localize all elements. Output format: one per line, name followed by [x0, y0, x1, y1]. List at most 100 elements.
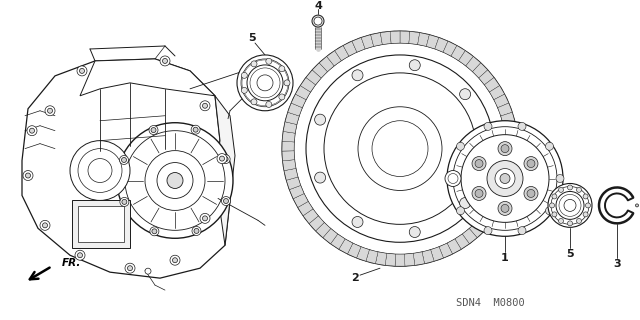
Circle shape [556, 174, 564, 182]
Circle shape [456, 207, 465, 215]
Polygon shape [319, 56, 334, 72]
Circle shape [167, 172, 183, 188]
Circle shape [120, 156, 129, 164]
Polygon shape [494, 94, 509, 108]
Circle shape [551, 187, 589, 224]
Polygon shape [215, 96, 235, 245]
Circle shape [79, 68, 84, 73]
Circle shape [524, 187, 538, 200]
Polygon shape [316, 222, 331, 238]
Circle shape [472, 156, 486, 171]
Polygon shape [462, 228, 477, 244]
Polygon shape [291, 94, 306, 108]
Circle shape [472, 187, 486, 200]
Polygon shape [459, 51, 474, 66]
Circle shape [173, 258, 177, 263]
Circle shape [26, 173, 31, 178]
Circle shape [282, 31, 518, 266]
Polygon shape [285, 112, 299, 124]
Circle shape [223, 156, 228, 162]
Circle shape [550, 203, 554, 208]
Circle shape [223, 198, 228, 204]
Circle shape [221, 196, 230, 205]
Circle shape [556, 191, 584, 220]
Polygon shape [380, 31, 391, 44]
Circle shape [559, 188, 563, 192]
Circle shape [70, 141, 130, 200]
Circle shape [545, 142, 554, 150]
Circle shape [446, 174, 454, 182]
Circle shape [127, 266, 132, 271]
Circle shape [577, 188, 582, 192]
Circle shape [314, 17, 322, 25]
Polygon shape [426, 35, 439, 49]
Polygon shape [409, 31, 420, 44]
Polygon shape [506, 151, 518, 161]
Polygon shape [487, 201, 502, 216]
Circle shape [237, 55, 293, 111]
Circle shape [448, 173, 458, 183]
Circle shape [193, 127, 198, 132]
Circle shape [306, 55, 494, 242]
Circle shape [191, 125, 200, 134]
Polygon shape [451, 45, 465, 61]
Text: 5: 5 [566, 249, 574, 259]
Circle shape [409, 227, 420, 237]
Text: 2: 2 [351, 273, 359, 283]
Circle shape [194, 228, 199, 233]
Polygon shape [361, 35, 374, 49]
Polygon shape [476, 216, 491, 231]
Polygon shape [400, 31, 410, 44]
Circle shape [372, 121, 428, 177]
Polygon shape [404, 253, 415, 266]
Text: FR.: FR. [62, 258, 81, 268]
Polygon shape [469, 222, 484, 238]
Polygon shape [479, 70, 494, 85]
Circle shape [475, 189, 483, 197]
Polygon shape [435, 37, 448, 52]
Polygon shape [282, 132, 295, 142]
Polygon shape [503, 122, 516, 133]
Circle shape [577, 219, 582, 223]
Polygon shape [376, 252, 387, 265]
Polygon shape [504, 160, 517, 171]
Circle shape [157, 163, 193, 198]
Polygon shape [282, 151, 294, 161]
Circle shape [461, 135, 549, 222]
Circle shape [409, 60, 420, 71]
Circle shape [456, 142, 465, 150]
Circle shape [501, 145, 509, 153]
Polygon shape [499, 177, 514, 190]
Polygon shape [303, 209, 318, 224]
Circle shape [447, 121, 563, 236]
Polygon shape [422, 250, 434, 264]
Polygon shape [298, 201, 313, 216]
Circle shape [559, 195, 581, 216]
Polygon shape [331, 234, 345, 249]
Circle shape [122, 199, 127, 204]
Circle shape [495, 169, 515, 188]
Circle shape [586, 203, 591, 208]
Circle shape [120, 197, 129, 206]
Circle shape [40, 220, 50, 230]
Circle shape [552, 212, 557, 217]
Circle shape [559, 219, 563, 223]
Circle shape [27, 126, 37, 136]
Circle shape [315, 114, 326, 125]
Polygon shape [80, 59, 215, 96]
Circle shape [251, 99, 257, 105]
Circle shape [221, 155, 230, 164]
Circle shape [152, 229, 157, 234]
Polygon shape [286, 177, 301, 190]
Circle shape [524, 156, 538, 171]
Circle shape [250, 68, 280, 98]
Polygon shape [390, 31, 400, 44]
Circle shape [552, 194, 557, 199]
Circle shape [247, 65, 283, 101]
Circle shape [77, 66, 87, 76]
Circle shape [460, 197, 470, 209]
Circle shape [484, 227, 492, 235]
Circle shape [266, 101, 272, 108]
Text: SDN4  M0800: SDN4 M0800 [456, 298, 524, 308]
Polygon shape [371, 33, 382, 46]
